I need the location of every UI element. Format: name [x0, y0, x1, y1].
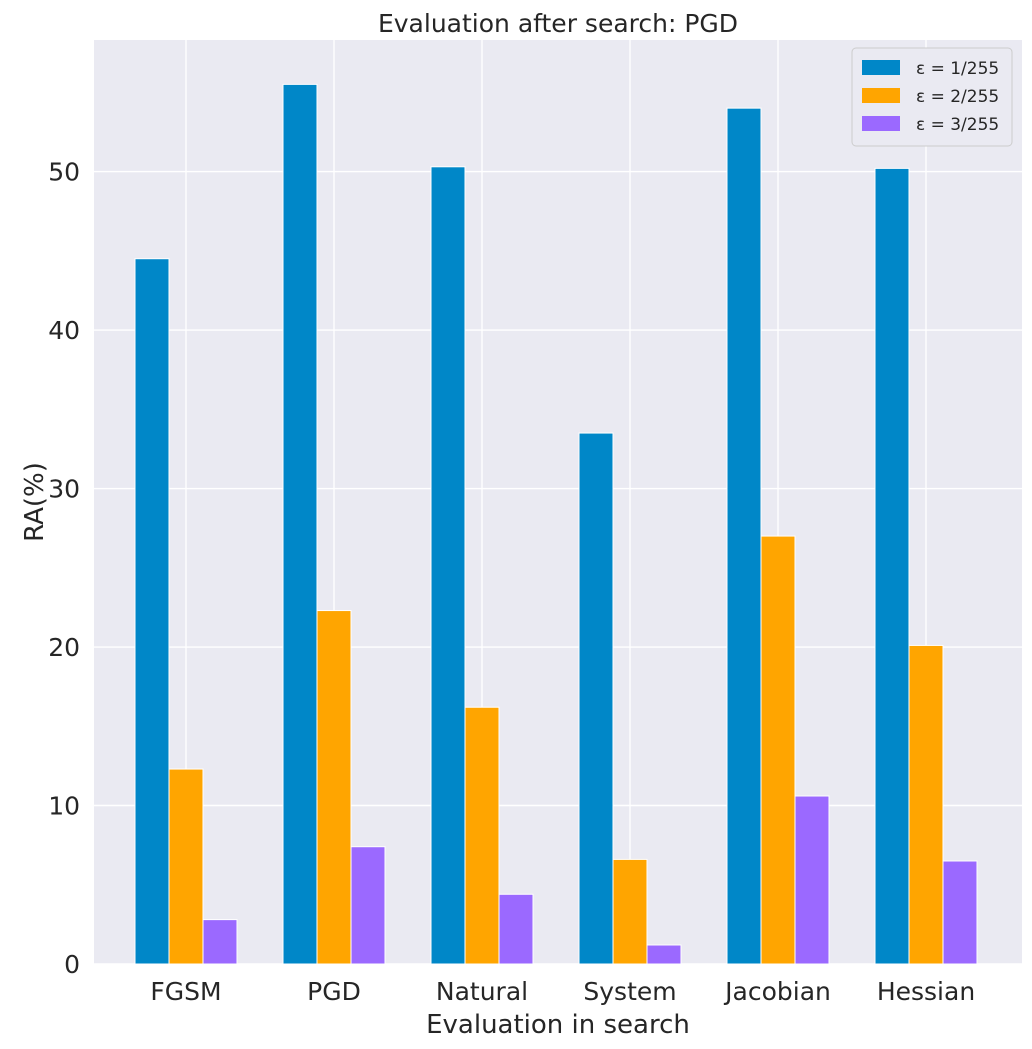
y-tick-label: 20 [48, 633, 80, 662]
bar-hessian-series-2 [908, 644, 944, 965]
plot-area [94, 40, 1022, 964]
legend: ε = 1/255 ε = 2/255 ε = 3/255 [851, 47, 1013, 147]
tick-labels: 0 10 20 30 40 50 FGSM PGD Natural System Jacobian H… [48, 158, 975, 1006]
bar-pgd-series-2 [316, 610, 352, 965]
legend-label: ε = 2/255 [916, 87, 999, 107]
legend-swatch [862, 88, 900, 103]
bar-jacobian-series-2 [760, 535, 796, 965]
legend-label: ε = 3/255 [916, 115, 999, 135]
bar-hessian-series-1 [874, 167, 910, 965]
x-tick-label: System [583, 977, 676, 1006]
legend-label: ε = 1/255 [916, 59, 999, 79]
bar-jacobian-series-1 [726, 107, 762, 965]
x-tick-label: Natural [436, 977, 528, 1006]
bar-natural-series-1 [430, 166, 466, 965]
bar-natural-series-2 [464, 706, 500, 965]
bar-fgsm-series-3 [202, 919, 238, 965]
bar-pgd-series-3 [350, 846, 386, 965]
x-axis-title: Evaluation in search [426, 1010, 690, 1040]
x-tick-label: PGD [307, 977, 361, 1006]
bar-system-series-1 [578, 432, 614, 965]
y-tick-label: 30 [48, 475, 80, 504]
bars [134, 83, 978, 965]
bar-jacobian-series-3 [794, 795, 830, 965]
y-tick-label: 10 [48, 792, 80, 821]
bar-fgsm-series-2 [168, 768, 204, 965]
bar-pgd-series-1 [282, 83, 318, 965]
x-tick-label: Hessian [877, 977, 975, 1006]
bar-natural-series-3 [498, 893, 534, 965]
legend-swatch [862, 60, 900, 75]
x-tick-label: Jacobian [723, 977, 831, 1006]
bar-hessian-series-3 [942, 860, 978, 965]
y-tick-label: 50 [48, 158, 80, 187]
y-tick-label: 0 [64, 950, 80, 979]
bar-system-series-3 [646, 944, 682, 965]
y-axis-title: RA(%) [20, 462, 50, 542]
bar-system-series-2 [612, 858, 648, 965]
y-tick-label: 40 [48, 316, 80, 345]
legend-swatch [862, 116, 900, 131]
x-tick-label: FGSM [150, 977, 221, 1006]
bar-fgsm-series-1 [134, 258, 170, 965]
chart-title: Evaluation after search: PGD [378, 9, 738, 38]
